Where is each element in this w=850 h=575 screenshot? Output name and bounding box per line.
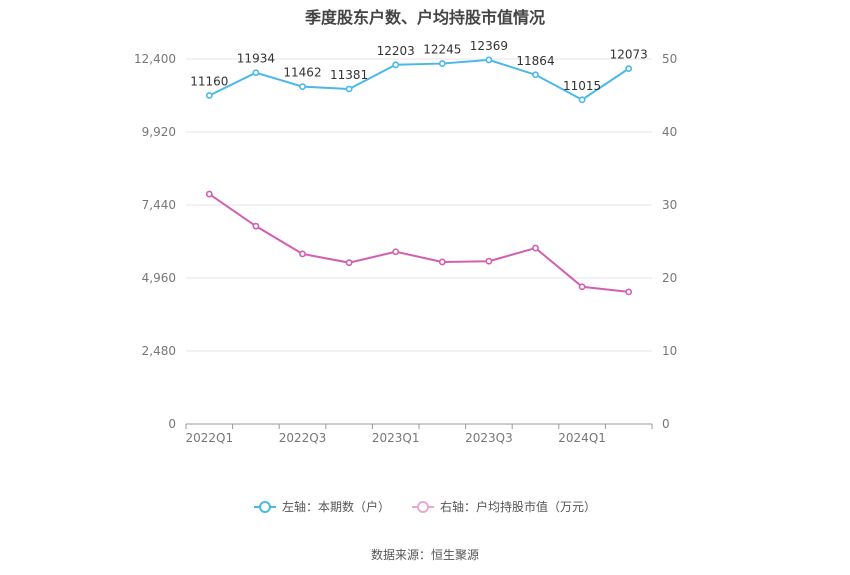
series-1-point — [485, 56, 493, 64]
data-label: 12245 — [423, 43, 461, 57]
series-lines — [208, 58, 630, 293]
data-label: 11160 — [190, 75, 228, 89]
x-tick-label: 2022Q1 — [185, 431, 233, 445]
series-2-point — [205, 190, 213, 198]
series-line-2 — [208, 193, 629, 293]
x-tick-label: 2023Q3 — [465, 431, 513, 445]
data-label: 11934 — [237, 52, 275, 66]
left-axis-ticks: 0 2,480 4,960 7,440 9,920 12,400 — [134, 52, 176, 431]
series-1-point — [252, 69, 260, 77]
source-note: 数据来源：恒生聚源 — [370, 548, 479, 562]
data-label: 11015 — [563, 79, 601, 93]
x-tick-label: 2022Q3 — [279, 431, 327, 445]
series-1-point — [532, 71, 539, 79]
series-1-point — [392, 61, 400, 69]
series-2-point — [345, 259, 353, 267]
series-1-point — [345, 85, 353, 93]
series-points — [205, 56, 633, 296]
legend-swatch-right — [412, 500, 434, 513]
series-2-point — [252, 222, 260, 230]
data-label: 11864 — [516, 54, 554, 68]
chart-title: 季度股东户数、户均持股市值情况 — [304, 8, 545, 27]
data-label: 11381 — [330, 68, 368, 82]
series-2-point — [392, 248, 400, 256]
series-2-point — [625, 288, 633, 296]
data-label: 12203 — [377, 44, 415, 58]
series-2-point — [578, 283, 586, 291]
left-tick-label: 9,920 — [142, 125, 176, 139]
series-1-point — [438, 60, 446, 67]
series-1-point — [205, 92, 213, 99]
data-label: 12073 — [610, 48, 648, 62]
left-tick-label: 2,480 — [142, 344, 176, 358]
right-tick-label: 20 — [662, 271, 677, 285]
series-1-point — [578, 96, 586, 104]
series-1-point — [625, 65, 633, 73]
legend-label-left: 左轴：本期数（户） — [281, 500, 390, 514]
right-tick-label: 0 — [662, 417, 670, 431]
left-tick-label: 4,960 — [142, 271, 176, 285]
legend-item-left[interactable]: 左轴：本期数（户） — [253, 498, 390, 515]
x-tick-label: 2023Q1 — [372, 431, 420, 445]
left-tick-label: 12,400 — [134, 52, 176, 66]
right-tick-label: 50 — [662, 52, 677, 66]
left-tick-label: 7,440 — [142, 198, 176, 212]
x-axis: 2022Q1 2022Q3 2023Q1 2023Q3 2024Q1 — [185, 423, 653, 445]
right-tick-label: 10 — [662, 344, 677, 358]
series-line-1 — [208, 58, 630, 101]
series-2-point — [299, 250, 306, 258]
right-axis-ticks: 0 10 20 30 40 50 — [662, 52, 677, 431]
right-tick-label: 30 — [662, 198, 677, 212]
legend: 左轴：本期数（户） 右轴：户均持股市值（万元） — [0, 498, 850, 515]
series-1-point — [299, 83, 306, 91]
legend-item-right[interactable]: 右轴：户均持股市值（万元） — [412, 498, 596, 515]
left-tick-label: 0 — [168, 417, 176, 431]
right-tick-label: 40 — [662, 125, 677, 139]
data-label: 11462 — [283, 66, 321, 80]
legend-swatch-left — [253, 500, 276, 513]
grid-lines — [186, 58, 652, 352]
series-2-point — [532, 244, 539, 252]
x-tick-label: 2024Q1 — [558, 431, 606, 445]
legend-label-right: 右轴：户均持股市值（万元） — [440, 500, 597, 514]
data-label: 12369 — [470, 39, 508, 53]
series-2-point — [485, 257, 493, 265]
series-2-point — [438, 258, 446, 266]
data-labels: 11160 11934 11462 11381 12203 12245 12369 11864… — [190, 39, 648, 93]
